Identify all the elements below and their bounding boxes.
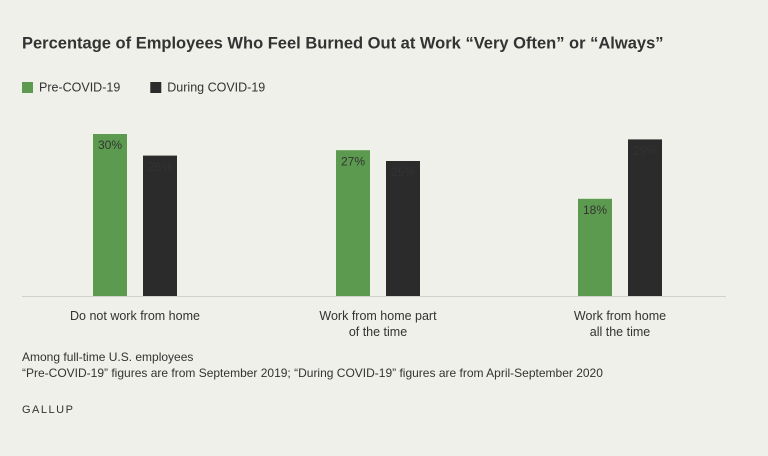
x-tick-label: Work from home part of the time xyxy=(319,309,437,339)
legend-label: During COVID-19 xyxy=(167,80,265,94)
value-label: 30% xyxy=(98,138,122,152)
bar xyxy=(93,134,127,296)
value-label: 29% xyxy=(633,144,657,158)
chart-title: Percentage of Employees Who Feel Burned … xyxy=(22,34,664,52)
legend-swatch xyxy=(150,82,162,93)
value-label: 25% xyxy=(391,165,415,179)
value-label: 27% xyxy=(341,154,365,168)
x-tick-label: Work from home all the time xyxy=(573,309,667,339)
legend-swatch xyxy=(22,82,33,93)
legend-label: Pre-COVID-19 xyxy=(39,80,120,94)
x-tick-label: Do not work from home xyxy=(70,309,200,323)
bar xyxy=(336,150,370,296)
source: GALLUP xyxy=(22,404,74,416)
bar xyxy=(578,198,612,296)
value-label: 18% xyxy=(583,203,607,217)
note: Among full-time U.S. employees xyxy=(22,350,193,364)
bar xyxy=(143,155,177,296)
note: “Pre-COVID-19” figures are from Septembe… xyxy=(22,366,603,380)
bar xyxy=(386,161,420,296)
bar xyxy=(628,139,662,296)
value-label: 26% xyxy=(148,160,172,174)
